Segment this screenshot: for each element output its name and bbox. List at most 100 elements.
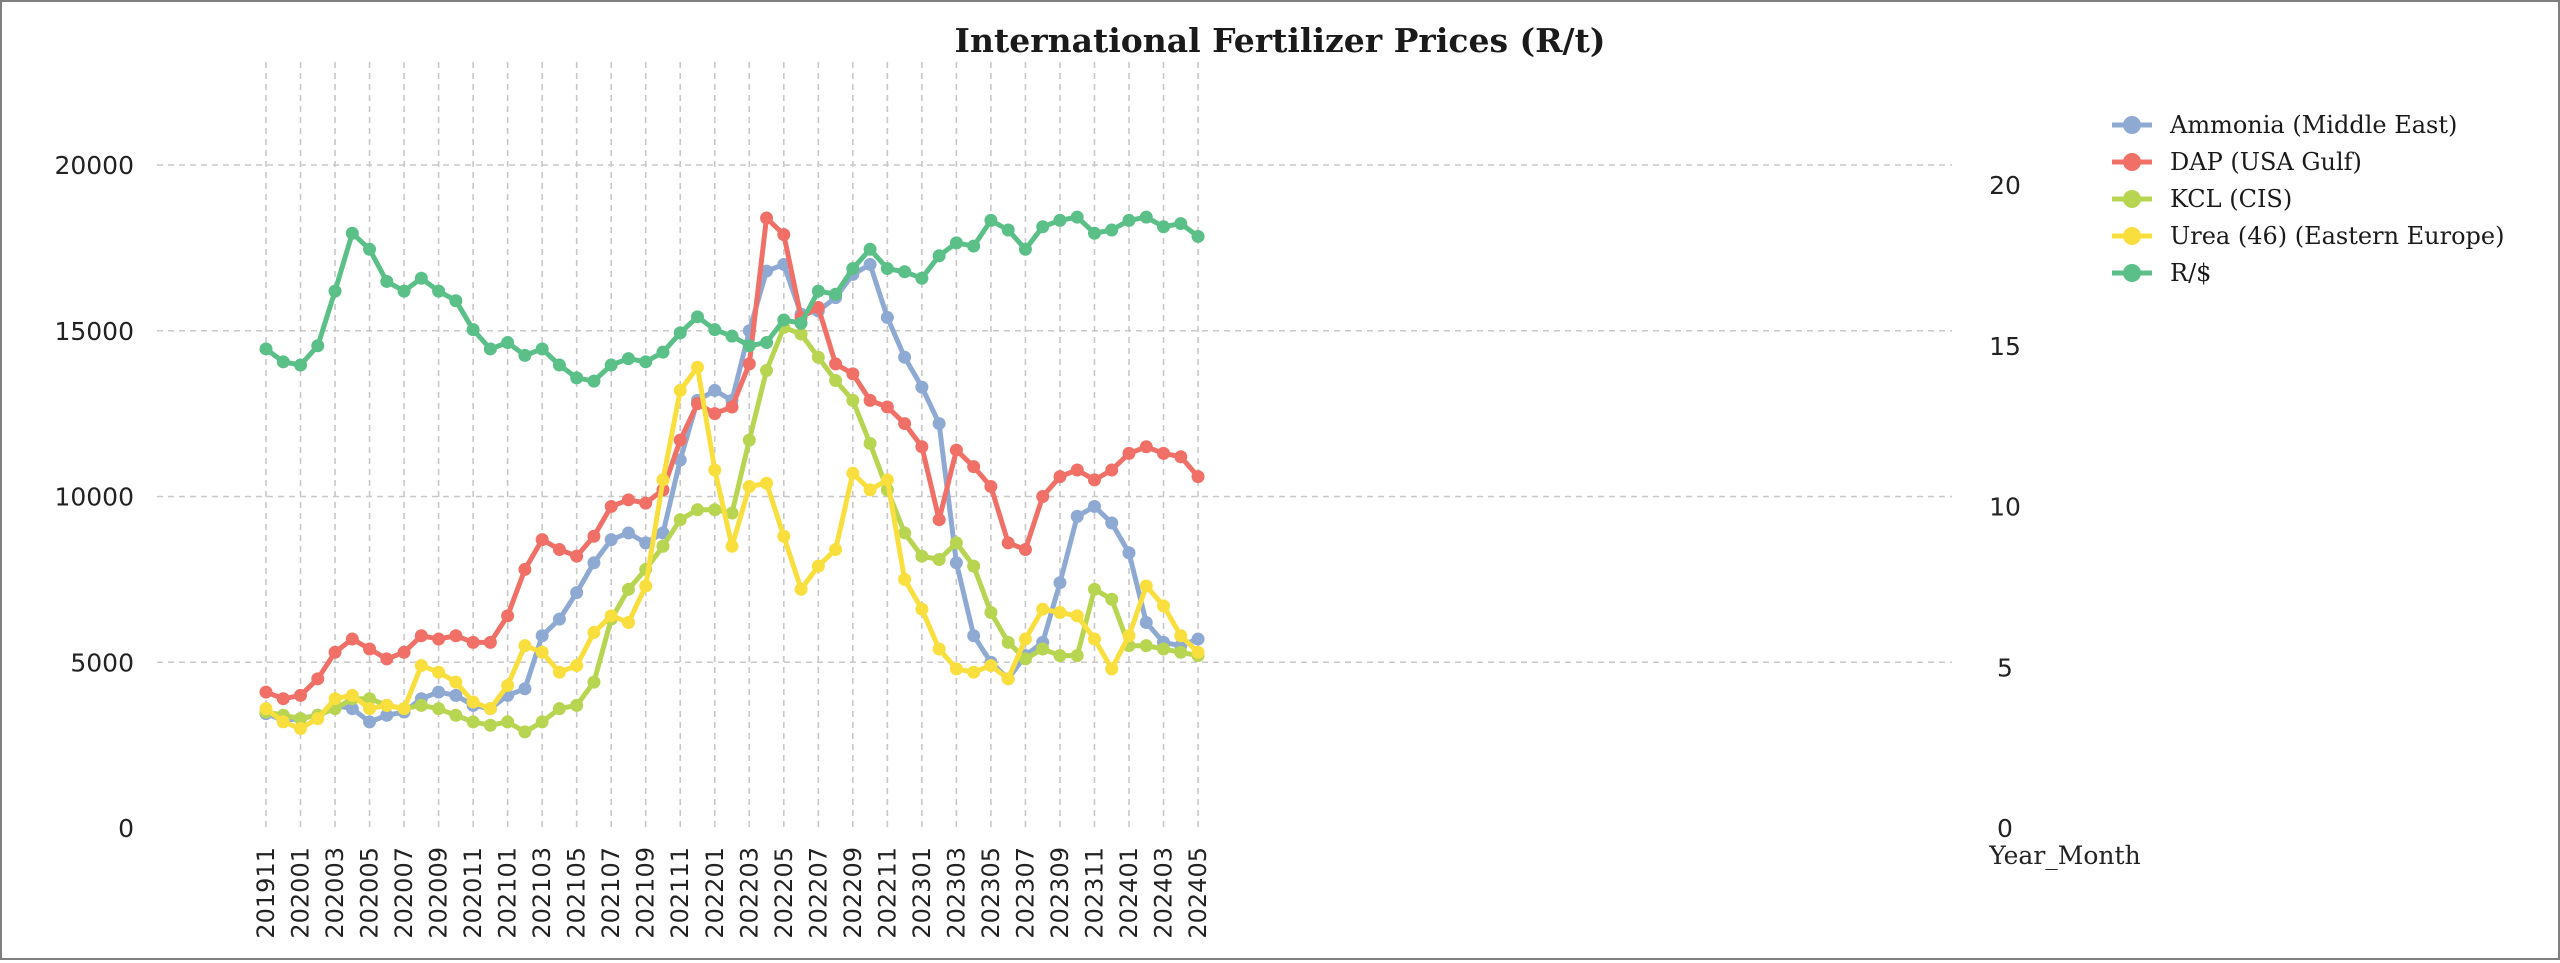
data-point <box>898 350 912 364</box>
data-point <box>725 539 739 553</box>
data-point <box>432 665 446 679</box>
data-point <box>863 393 877 407</box>
x-tick-label: 202111 <box>666 847 694 939</box>
data-point <box>449 708 463 722</box>
data-point <box>535 629 549 643</box>
legend-item: DAP (USA Gulf) <box>2112 148 2362 176</box>
legend-label: Urea (46) (Eastern Europe) <box>2170 222 2504 250</box>
right-y-axis: 0 5 10 15 20 <box>1989 171 2021 843</box>
data-point <box>932 513 946 527</box>
data-point <box>863 483 877 497</box>
data-point <box>1157 446 1171 460</box>
data-point <box>949 556 963 570</box>
x-tick-label: 202001 <box>287 847 315 939</box>
data-point <box>311 339 325 353</box>
data-point <box>1105 463 1119 477</box>
x-tick-label: 202311 <box>1080 847 1108 939</box>
legend-label: Ammonia (Middle East) <box>2169 111 2457 139</box>
data-point <box>811 350 825 364</box>
data-point <box>656 526 670 540</box>
data-point <box>1191 645 1205 659</box>
x-tick-label: 202201 <box>701 847 729 939</box>
data-point <box>1191 470 1205 484</box>
data-point <box>1122 213 1136 227</box>
x-tick-label: 202103 <box>528 847 556 939</box>
legend-marker <box>2123 153 2141 171</box>
data-point <box>466 695 480 709</box>
x-axis-tick-labels: 201911 202001 202003 202005 202007 202009 2020… <box>252 847 1212 939</box>
data-point <box>414 698 428 712</box>
data-point <box>552 612 566 626</box>
data-point <box>1139 210 1153 224</box>
data-point <box>501 715 515 729</box>
y2-tick-label: 10 <box>1989 493 2021 522</box>
x-tick-label: 202301 <box>908 847 936 939</box>
y-tick-label: 10000 <box>54 483 134 512</box>
data-point <box>691 310 704 324</box>
data-point <box>949 536 963 550</box>
data-point <box>328 645 342 659</box>
data-point <box>294 358 308 372</box>
data-point <box>1087 226 1101 240</box>
legend-item: KCL (CIS) <box>2112 185 2292 213</box>
x-tick-label: 202205 <box>770 847 798 939</box>
data-point <box>1139 639 1153 653</box>
y-tick-label: 5000 <box>70 648 134 677</box>
data-point <box>708 463 722 477</box>
data-point <box>742 339 756 353</box>
data-point <box>621 615 635 629</box>
data-point <box>311 712 325 726</box>
data-point <box>483 635 497 649</box>
data-point <box>708 503 722 517</box>
data-point <box>501 609 515 623</box>
data-point <box>915 380 929 394</box>
data-point <box>932 249 946 263</box>
data-point <box>1036 490 1050 503</box>
y2-tick-label: 5 <box>1997 653 2013 682</box>
data-point <box>1001 635 1015 649</box>
data-point <box>587 374 601 388</box>
data-point <box>794 327 808 341</box>
series-3 <box>259 360 1205 736</box>
data-point <box>708 407 722 421</box>
data-point <box>449 629 463 643</box>
data-point <box>432 702 446 716</box>
data-point <box>1174 629 1188 643</box>
legend-item: Urea (46) (Eastern Europe) <box>2112 222 2504 250</box>
data-point <box>846 367 860 381</box>
x-tick-label: 202107 <box>597 847 625 939</box>
data-point <box>397 645 411 659</box>
data-point <box>777 529 791 543</box>
data-point <box>673 326 687 340</box>
data-point <box>760 364 774 378</box>
data-point <box>967 665 981 679</box>
data-point <box>967 629 981 643</box>
legend-marker <box>2123 116 2141 134</box>
x-tick-label: 202309 <box>1046 847 1074 939</box>
data-point <box>691 503 704 517</box>
data-point <box>621 582 635 596</box>
data-point <box>915 440 929 454</box>
data-point <box>259 702 273 716</box>
data-point <box>863 242 877 256</box>
data-point <box>328 284 342 298</box>
data-point <box>570 698 584 712</box>
data-point <box>1157 599 1171 613</box>
data-point <box>570 659 584 673</box>
data-point <box>363 702 377 716</box>
data-point <box>363 642 377 656</box>
data-point <box>535 342 549 356</box>
data-point <box>1122 629 1136 643</box>
y-tick-label: 0 <box>118 814 134 843</box>
data-point <box>760 476 774 490</box>
y-tick-label: 15000 <box>54 317 134 346</box>
legend-item: Ammonia (Middle East) <box>2112 111 2457 139</box>
data-point <box>604 609 618 623</box>
data-point <box>742 480 756 494</box>
y-tick-label: 20000 <box>54 151 134 180</box>
data-point <box>570 371 584 385</box>
data-point <box>846 393 860 407</box>
data-point <box>1018 242 1032 256</box>
data-point <box>708 323 722 337</box>
data-point <box>811 559 825 573</box>
